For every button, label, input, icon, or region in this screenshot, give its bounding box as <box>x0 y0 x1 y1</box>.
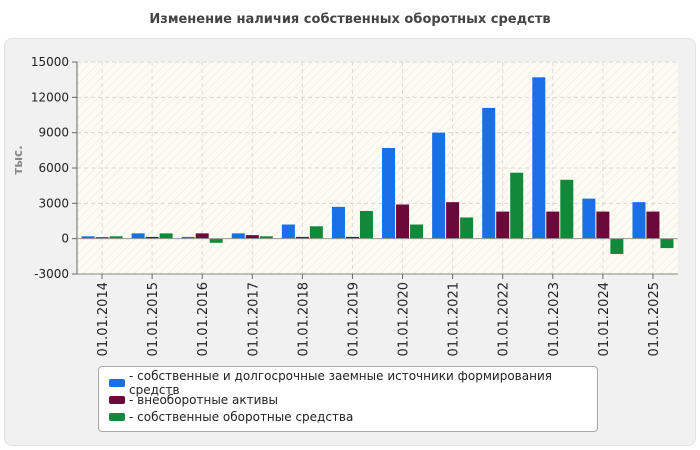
y-tick-label: 3000 <box>38 196 69 210</box>
bar-series-2-01.01.2022[interactable] <box>510 172 524 239</box>
bar-series-2-01.01.2025[interactable] <box>660 238 674 249</box>
bar-series-0-01.01.2020[interactable] <box>382 147 396 239</box>
bar-series-0-01.01.2025[interactable] <box>632 202 646 239</box>
x-tick-label: 01.01.2020 <box>397 282 412 356</box>
y-tick-label: 0 <box>61 232 69 246</box>
bar-series-2-01.01.2018[interactable] <box>309 226 323 239</box>
y-axis-label: тыс. <box>11 145 25 174</box>
bar-series-0-01.01.2015[interactable] <box>131 233 145 239</box>
bar-series-1-01.01.2014[interactable] <box>95 237 109 239</box>
bar-series-0-01.01.2022[interactable] <box>482 107 496 239</box>
bar-series-2-01.01.2019[interactable] <box>359 210 373 239</box>
bar-series-2-01.01.2016[interactable] <box>209 238 223 243</box>
bar-series-2-01.01.2015[interactable] <box>159 233 173 239</box>
y-tick-label: 9000 <box>38 126 69 140</box>
bar-series-1-01.01.2015[interactable] <box>145 236 159 239</box>
legend-item-sources[interactable]: - собственные и долгосрочные заемные ист… <box>109 369 587 397</box>
x-tick-label: 01.01.2022 <box>497 282 512 356</box>
bar-series-2-01.01.2024[interactable] <box>610 238 624 254</box>
bar-series-0-01.01.2021[interactable] <box>432 132 446 239</box>
x-tick-label: 01.01.2023 <box>547 282 562 356</box>
bar-series-1-01.01.2018[interactable] <box>295 236 309 239</box>
x-tick-label: 01.01.2017 <box>246 282 261 356</box>
x-tick-label: 01.01.2015 <box>146 282 161 356</box>
plot-area <box>77 62 678 274</box>
legend-item-noncurrent-assets[interactable]: - внеоборотные активы <box>109 391 587 408</box>
bar-series-0-01.01.2016[interactable] <box>181 236 195 239</box>
y-tick-label: 15000 <box>31 55 69 69</box>
bar-series-2-01.01.2020[interactable] <box>410 224 424 239</box>
x-tick-label: 01.01.2021 <box>447 282 462 356</box>
bar-series-1-01.01.2019[interactable] <box>345 236 359 239</box>
bar-series-2-01.01.2021[interactable] <box>460 217 474 239</box>
bar-series-1-01.01.2023[interactable] <box>546 211 560 239</box>
x-tick-label: 01.01.2018 <box>296 282 311 356</box>
bar-series-0-01.01.2018[interactable] <box>281 224 295 239</box>
x-tick-label: 01.01.2025 <box>647 282 662 356</box>
x-tick-label: 01.01.2019 <box>346 282 361 356</box>
bar-series-1-01.01.2024[interactable] <box>596 211 610 239</box>
legend-swatch-sources <box>109 378 125 387</box>
bar-series-2-01.01.2014[interactable] <box>109 236 123 239</box>
bar-series-2-01.01.2023[interactable] <box>560 179 574 239</box>
bar-series-0-01.01.2024[interactable] <box>582 198 596 239</box>
y-tick-label: -3000 <box>34 267 69 281</box>
x-tick-label: 01.01.2016 <box>196 282 211 356</box>
legend-label-noncurrent-assets: - внеоборотные активы <box>129 392 278 407</box>
bar-series-1-01.01.2022[interactable] <box>496 211 510 239</box>
y-tick-label: 6000 <box>38 161 69 175</box>
legend-swatch-noncurrent-assets <box>109 395 125 404</box>
legend-label-sources: - собственные и долгосрочные заемные ист… <box>129 368 552 397</box>
bar-series-0-01.01.2014[interactable] <box>81 236 95 239</box>
chart-title: Изменение наличия собственных оборотных … <box>149 12 551 27</box>
bar-series-0-01.01.2023[interactable] <box>532 77 546 239</box>
bar-series-2-01.01.2017[interactable] <box>259 236 273 239</box>
legend-swatch-working-capital <box>109 412 125 421</box>
legend-label-working-capital: - собственные оборотные средства <box>129 409 354 424</box>
x-tick-label: 01.01.2014 <box>96 282 111 356</box>
legend-item-working-capital[interactable]: - собственные оборотные средства <box>109 408 587 425</box>
bar-series-0-01.01.2017[interactable] <box>231 233 245 239</box>
chart-legend: - собственные и долгосрочные заемные ист… <box>98 366 598 432</box>
bar-series-0-01.01.2019[interactable] <box>331 206 345 239</box>
bar-series-1-01.01.2021[interactable] <box>446 202 460 239</box>
bar-series-1-01.01.2016[interactable] <box>195 233 209 239</box>
x-tick-label: 01.01.2024 <box>597 282 612 356</box>
bar-series-1-01.01.2017[interactable] <box>245 235 259 239</box>
bar-series-1-01.01.2020[interactable] <box>396 204 410 239</box>
bar-series-1-01.01.2025[interactable] <box>646 211 660 239</box>
y-tick-label: 12000 <box>31 90 69 104</box>
